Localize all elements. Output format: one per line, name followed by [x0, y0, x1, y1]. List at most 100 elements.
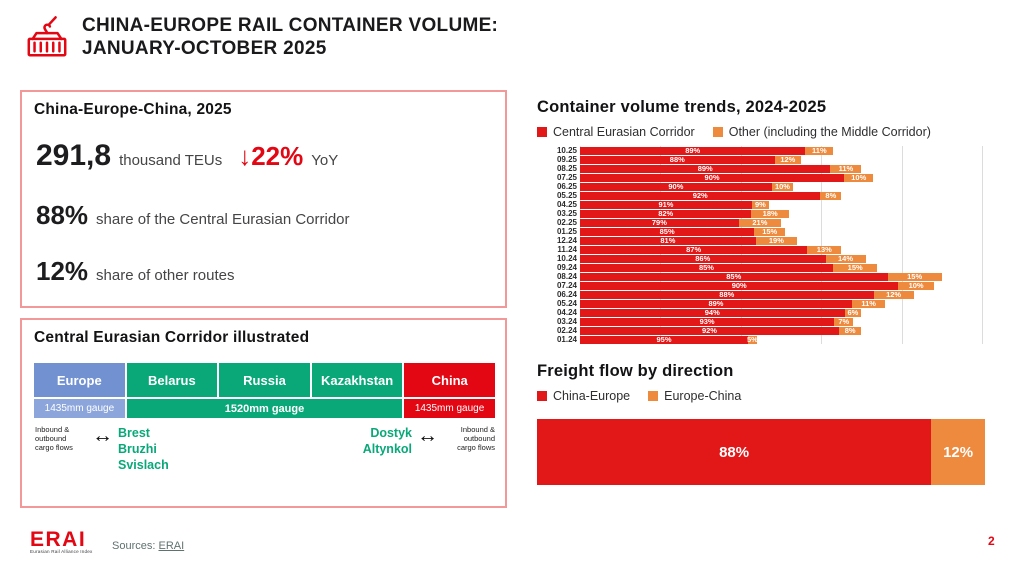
- bar-segment-cec: 89%: [580, 146, 806, 155]
- gauge-cell-1520: 1520mm gauge: [126, 399, 403, 418]
- volume-value: 291,8: [36, 139, 112, 172]
- border-towns-left: Brest Bruzhi Svislach: [118, 425, 169, 473]
- gridline: [580, 146, 581, 344]
- direction-segment-europe-china: 12%: [931, 419, 985, 485]
- chart-row: 09.24 85% 15%: [537, 263, 1012, 272]
- bar-segment-cec: 82%: [580, 209, 752, 218]
- bar-segment-other: 12%: [774, 155, 802, 164]
- yoy-value: 22%: [251, 141, 304, 171]
- legend-item-china-europe: China-Europe: [537, 389, 630, 403]
- erai-logo: ERAI Eurasian Rail Alliance Index: [30, 528, 93, 554]
- bar-segment-other: 21%: [738, 218, 781, 227]
- legend-label: China-Europe: [553, 389, 631, 403]
- row-label: 04.25: [556, 200, 577, 209]
- bar-segment-cec: 92%: [580, 191, 821, 200]
- bar-track: 88% 12%: [580, 155, 982, 164]
- bar-segment-cec: 90%: [580, 182, 772, 191]
- chart-row: 08.25 89% 11%: [537, 164, 1012, 173]
- chart-row: 10.25 89% 11%: [537, 146, 1012, 155]
- bar-segment-other: 15%: [832, 263, 878, 272]
- bar-track: 79% 21%: [580, 218, 982, 227]
- bar-segment-cec: 86%: [580, 254, 826, 263]
- row-label: 12.24: [556, 236, 577, 245]
- bar-track: 92% 8%: [580, 191, 982, 200]
- summary-panel: China-Europe-China, 2025 291,8 thousand …: [20, 90, 507, 308]
- row-label: 05.25: [556, 191, 577, 200]
- bar-track: 86% 14%: [580, 254, 982, 263]
- chart-row: 07.24 90% 10%: [537, 281, 1012, 290]
- erai-logo-tagline: Eurasian Rail Alliance Index: [30, 549, 93, 554]
- bar-segment-cec: 85%: [580, 263, 833, 272]
- town: Altynkol: [362, 442, 412, 456]
- direction-title: Freight flow by direction: [537, 362, 734, 380]
- page-title-line1: CHINA-EUROPE RAIL CONTAINER VOLUME:: [82, 15, 499, 36]
- legend-label: Europe-China: [664, 389, 742, 403]
- bar-segment-cec: 89%: [580, 299, 852, 308]
- row-label: 08.24: [556, 272, 577, 281]
- bar-segment-other: 11%: [830, 164, 862, 173]
- erai-logo-text: ERAI: [30, 528, 87, 551]
- summary-title: China-Europe-China, 2025: [34, 101, 232, 118]
- chart-row: 11.24 87% 13%: [537, 245, 1012, 254]
- bar-segment-other: 8%: [838, 326, 862, 335]
- bar-segment-other: 19%: [755, 236, 797, 245]
- corridor-panel: Central Eurasian Corridor illustrated Eu…: [20, 318, 507, 508]
- legend-swatch-orange: [648, 391, 659, 401]
- legend-item-other: Other (including the Middle Corridor): [712, 125, 931, 139]
- bar-segment-other: 10%: [771, 182, 794, 191]
- bar-segment-other: 11%: [851, 299, 886, 308]
- bar-track: 93% 7%: [580, 317, 982, 326]
- row-label: 02.24: [556, 326, 577, 335]
- country-cell-europe: Europe: [34, 363, 125, 397]
- chart-row: 01.24 95% 5%: [537, 335, 1012, 344]
- town: Dostyk: [370, 426, 412, 440]
- volume-unit: thousand TEUs: [119, 152, 223, 169]
- bar-track: 89% 11%: [580, 146, 982, 155]
- row-label: 08.25: [556, 164, 577, 173]
- chart-row: 09.25 88% 12%: [537, 155, 1012, 164]
- row-label: 11.24: [557, 245, 577, 254]
- bar-segment-other: 15%: [754, 227, 786, 236]
- bar-segment-other: 9%: [751, 200, 769, 209]
- bar-segment-cec: 88%: [580, 290, 874, 299]
- row-label: 10.24: [556, 254, 577, 263]
- town: Svislach: [118, 458, 169, 472]
- gridline: [821, 146, 822, 344]
- double-arrow-icon-right: ↔: [417, 424, 438, 447]
- chart-row: 04.24 94% 6%: [537, 308, 1012, 317]
- bar-segment-cec: 91%: [580, 200, 752, 209]
- sources-label: Sources:: [112, 540, 156, 552]
- row-label: 01.24: [556, 335, 577, 344]
- sources-link[interactable]: ERAI: [158, 540, 185, 552]
- row-label: 07.25: [556, 173, 577, 182]
- trends-title: Container volume trends, 2024-2025: [537, 98, 827, 116]
- bar-segment-other: 13%: [807, 245, 842, 254]
- row-label: 01.25: [556, 227, 577, 236]
- corridor-country-row: Europe Belarus Russia Kazakhstan China: [34, 363, 495, 397]
- chart-row: 02.24 92% 8%: [537, 326, 1012, 335]
- row-label: 05.24: [556, 299, 577, 308]
- legend-swatch-red: [537, 127, 547, 137]
- page-title-line2: JANUARY-OCTOBER 2025: [82, 38, 327, 59]
- yoy-change: ↓22%: [238, 141, 303, 172]
- chart-row: 03.24 93% 7%: [537, 317, 1012, 326]
- row-label: 04.24: [556, 308, 577, 317]
- country-cell-belarus: Belarus: [126, 363, 218, 397]
- trends-chart: 10.25 89% 11% 09.25 88% 12% 08.25 89% 11% 07.25 90…: [537, 146, 1012, 344]
- other-share-value: 12%: [36, 256, 89, 286]
- bar-segment-cec: 93%: [580, 317, 835, 326]
- legend-item-cec: Central Eurasian Corridor: [537, 125, 695, 139]
- bar-segment-other: 15%: [887, 272, 942, 281]
- bar-track: 85% 15%: [580, 263, 982, 272]
- chart-row: 10.24 86% 14%: [537, 254, 1012, 263]
- double-arrow-icon-left: ↔: [92, 424, 113, 447]
- other-share-label: share of other routes: [96, 267, 235, 284]
- yoy-label: YoY: [311, 152, 339, 169]
- bar-segment-cec: 95%: [580, 335, 748, 344]
- bar-segment-other: 8%: [820, 191, 842, 200]
- corridor-title: Central Eurasian Corridor illustrated: [34, 329, 310, 346]
- direction-bar: 88% 12%: [537, 419, 985, 485]
- bar-track: 81% 19%: [580, 236, 982, 245]
- cec-share-stat: 88% share of the Central Eurasian Corrid…: [36, 200, 505, 231]
- chart-row: 05.25 92% 8%: [537, 191, 1012, 200]
